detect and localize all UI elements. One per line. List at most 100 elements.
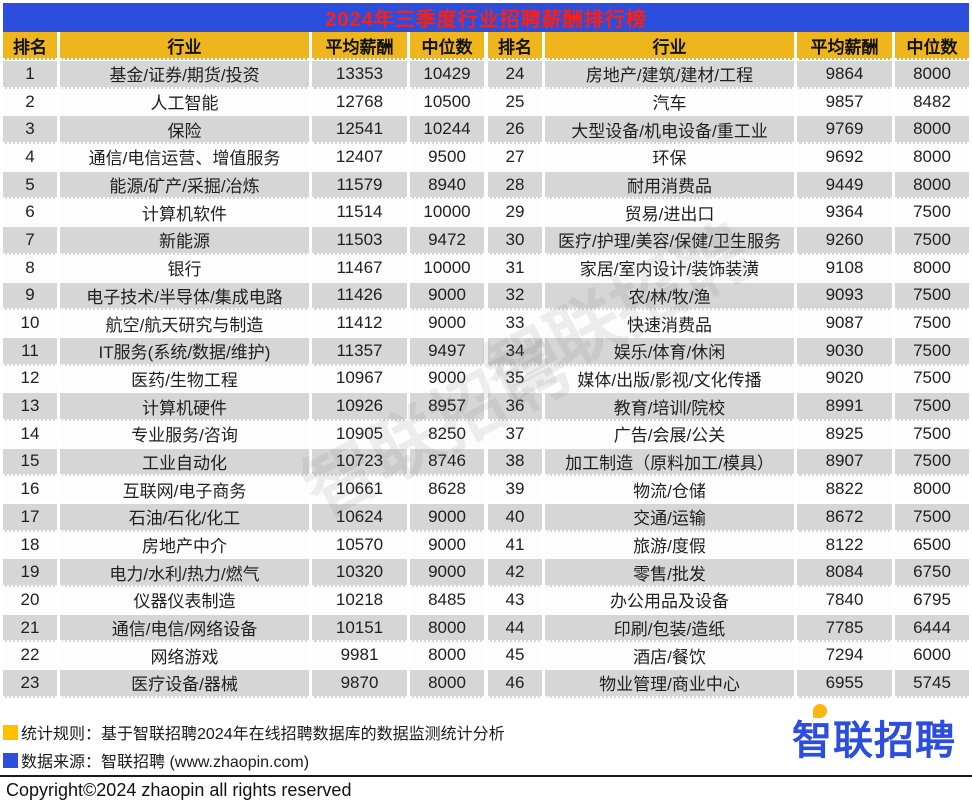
avg-salary-cell: 10320: [312, 559, 407, 588]
table-row: 33 快速消费品 9087 7500: [488, 310, 969, 338]
avg-salary-cell: 11357: [312, 337, 407, 366]
column-header-industry: 行业: [60, 32, 309, 60]
industry-cell: 耐用消费品: [545, 171, 794, 200]
median-cell: 7500: [895, 448, 969, 477]
avg-salary-cell: 9087: [797, 310, 892, 338]
table-row: 17 石油/石化/化工 10624 9000: [3, 504, 484, 532]
page-title: 2024年三季度行业招聘薪酬排行榜: [325, 9, 647, 31]
data-source-note: 数据来源：智联招聘 (www.zhaopin.com): [3, 748, 309, 772]
avg-salary-cell: 8822: [797, 476, 892, 504]
rank-cell: 33: [488, 310, 542, 338]
table-row: 25 汽车 9857 8482: [488, 88, 969, 117]
avg-salary-cell: 9870: [312, 670, 407, 698]
table-row: 36 教育/培训/院校 8991 7500: [488, 393, 969, 421]
table-right-half: 排名 行业 平均薪酬 中位数 24 房地产/建筑/建材/工程 9864 8000 25 汽…: [488, 32, 969, 698]
logo-rest-text: 联招聘: [833, 719, 956, 763]
industry-cell: 电子技术/半导体/集成电路: [60, 282, 309, 311]
table-row: 34 娱乐/体育/休闲 9030 7500: [488, 337, 969, 366]
table-row: 23 医疗设备/器械 9870 8000: [3, 670, 484, 698]
industry-cell: 医药/生物工程: [60, 365, 309, 394]
rank-cell: 39: [488, 476, 542, 504]
avg-salary-cell: 8084: [797, 559, 892, 588]
avg-salary-cell: 12541: [312, 116, 407, 145]
table-row: 43 办公用品及设备 7840 6795: [488, 587, 969, 615]
median-cell: 10500: [410, 88, 484, 117]
rank-cell: 9: [3, 282, 57, 311]
industry-cell: 酒店/餐饮: [545, 642, 794, 671]
industry-cell: 保险: [60, 116, 309, 145]
rank-cell: 29: [488, 199, 542, 228]
table-row: 39 物流/仓储 8822 8000: [488, 476, 969, 504]
median-cell: 7500: [895, 337, 969, 366]
stat-rule-text: 统计规则：基于智联招聘2024年在线招聘数据库的数据监测统计分析: [21, 726, 505, 743]
median-cell: 8957: [410, 393, 484, 421]
median-cell: 7500: [895, 420, 969, 449]
rank-cell: 41: [488, 531, 542, 560]
data-source-text: 数据来源：智联招聘 (www.zhaopin.com): [21, 754, 310, 771]
table-row: 38 加工制造（原料加工/模具） 8907 7500: [488, 448, 969, 477]
table-right-body: 24 房地产/建筑/建材/工程 9864 8000 25 汽车 9857 8482 26 大型设备…: [488, 61, 969, 698]
industry-cell: 计算机软件: [60, 199, 309, 228]
rank-cell: 8: [3, 254, 57, 283]
rank-cell: 26: [488, 116, 542, 145]
median-cell: 9497: [410, 337, 484, 366]
median-cell: 8485: [410, 587, 484, 615]
rank-cell: 34: [488, 337, 542, 366]
industry-cell: 新能源: [60, 227, 309, 255]
table-header-row: 排名 行业 平均薪酬 中位数: [3, 32, 484, 60]
column-header-rank: 排名: [488, 32, 542, 60]
median-cell: 8000: [895, 171, 969, 200]
rank-cell: 24: [488, 61, 542, 89]
avg-salary-cell: 9260: [797, 227, 892, 255]
table-row: 11 IT服务(系统/数据/维护) 11357 9497: [3, 337, 484, 366]
rank-cell: 23: [3, 670, 57, 698]
rank-cell: 31: [488, 254, 542, 283]
avg-salary-cell: 9981: [312, 642, 407, 671]
table-row: 24 房地产/建筑/建材/工程 9864 8000: [488, 61, 969, 89]
industry-cell: 计算机硬件: [60, 393, 309, 421]
ranking-tables: 排名 行业 平均薪酬 中位数 1 基金/证券/期货/投资 13353 10429 2 人工…: [3, 32, 969, 698]
median-cell: 6795: [895, 587, 969, 615]
table-row: 32 农/林/牧/渔 9093 7500: [488, 282, 969, 311]
rank-cell: 22: [3, 642, 57, 671]
industry-cell: 物流/仓储: [545, 476, 794, 504]
median-cell: 8000: [895, 116, 969, 145]
industry-cell: 旅游/度假: [545, 531, 794, 560]
rank-cell: 30: [488, 227, 542, 255]
avg-salary-cell: 8925: [797, 420, 892, 449]
rank-cell: 43: [488, 587, 542, 615]
avg-salary-cell: 9093: [797, 282, 892, 311]
industry-cell: 加工制造（原料加工/模具）: [545, 448, 794, 477]
industry-cell: 能源/矿产/采掘/冶炼: [60, 171, 309, 200]
table-row: 46 物业管理/商业中心 6955 5745: [488, 670, 969, 698]
avg-salary-cell: 10624: [312, 504, 407, 532]
median-cell: 8000: [895, 476, 969, 504]
rank-cell: 44: [488, 614, 542, 643]
column-header-median: 中位数: [895, 32, 969, 60]
table-row: 1 基金/证券/期货/投资 13353 10429: [3, 61, 484, 89]
industry-cell: 医疗/护理/美容/保健/卫生服务: [545, 227, 794, 255]
industry-cell: 家居/室内设计/装饰装潢: [545, 254, 794, 283]
rank-cell: 32: [488, 282, 542, 311]
median-cell: 8000: [895, 144, 969, 172]
avg-salary-cell: 9692: [797, 144, 892, 172]
table-row: 16 互联网/电子商务 10661 8628: [3, 476, 484, 504]
avg-salary-cell: 11579: [312, 171, 407, 200]
avg-salary-cell: 8672: [797, 504, 892, 532]
avg-salary-cell: 13353: [312, 61, 407, 89]
median-cell: 6500: [895, 531, 969, 560]
industry-cell: 工业自动化: [60, 448, 309, 477]
rank-cell: 10: [3, 310, 57, 338]
table-row: 19 电力/水利/热力/燃气 10320 9000: [3, 559, 484, 588]
column-header-rank: 排名: [3, 32, 57, 60]
industry-cell: 农/林/牧/渔: [545, 282, 794, 311]
avg-salary-cell: 9857: [797, 88, 892, 117]
rank-cell: 17: [3, 504, 57, 532]
avg-salary-cell: 10218: [312, 587, 407, 615]
avg-salary-cell: 10905: [312, 420, 407, 449]
table-row: 12 医药/生物工程 10967 9000: [3, 365, 484, 394]
rank-cell: 35: [488, 365, 542, 394]
industry-cell: 网络游戏: [60, 642, 309, 671]
table-row: 18 房地产中介 10570 9000: [3, 531, 484, 560]
